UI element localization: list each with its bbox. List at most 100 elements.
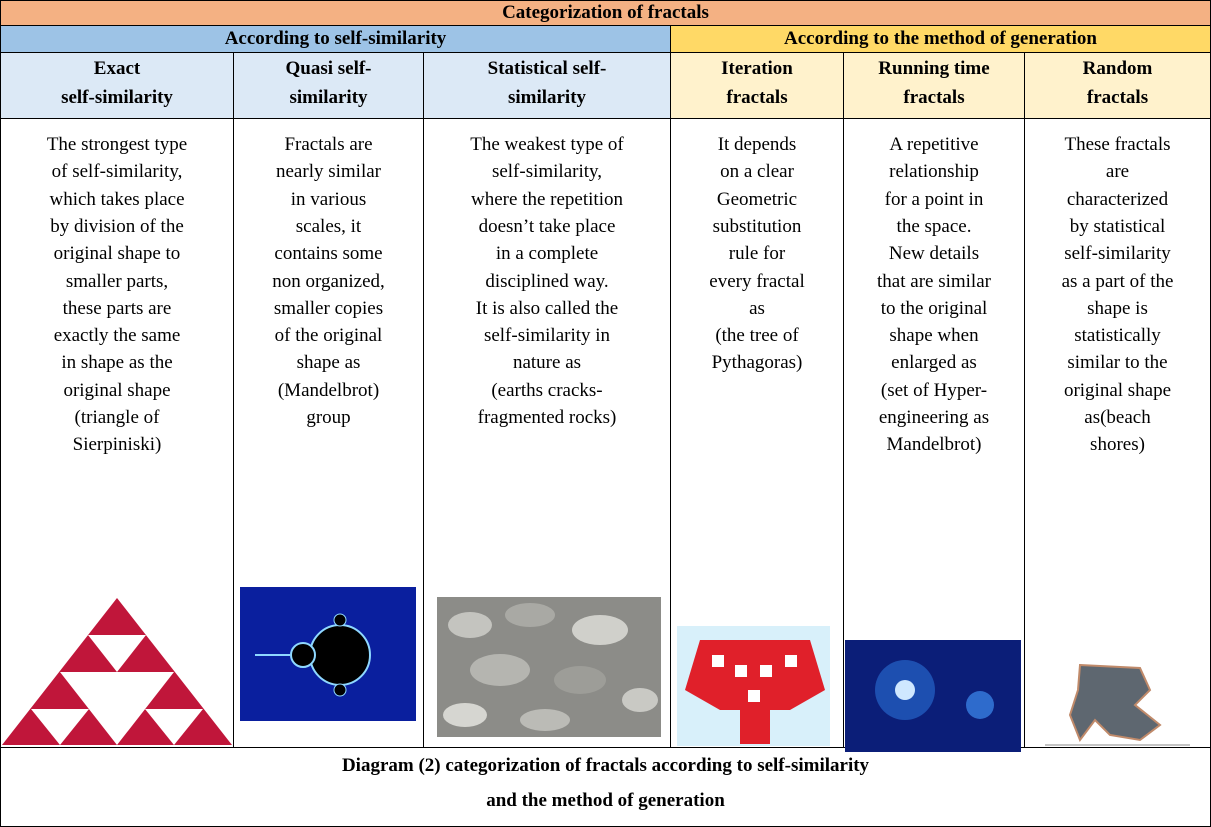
description-line: shape is	[1087, 297, 1148, 319]
description-cell: The weakest type of self-similarity, where…	[423, 118, 671, 748]
description-line: (earths cracks-	[491, 379, 603, 401]
spiral-image	[845, 640, 1021, 752]
group-header: According to the method of generation	[784, 28, 1097, 49]
column-header: self-similarity	[61, 87, 173, 108]
description-line: engineering as	[878, 407, 990, 428]
column-header: Random	[1082, 58, 1153, 79]
description-line: nearly similar	[276, 161, 381, 183]
description-line: These fractals	[1064, 134, 1171, 155]
description-line: shores)	[1090, 434, 1145, 456]
description-line: Fractals are	[284, 134, 373, 155]
description-cell: Fractals are nearly similar in various scal…	[233, 118, 424, 748]
description-line: by division of the	[50, 215, 184, 237]
description-line: It is also called the	[475, 297, 619, 319]
rocks-image	[437, 597, 661, 737]
column-header-cell: Random fractals	[1024, 52, 1211, 119]
description-line: for a point in	[884, 188, 984, 210]
description-line: where the repetition	[471, 188, 623, 210]
description-line: of the original	[274, 325, 383, 347]
column-header: similarity	[289, 87, 368, 108]
column-header: fractals	[1086, 87, 1149, 108]
description-line: enlarged as	[891, 352, 977, 374]
column-header: Iteration	[721, 58, 793, 79]
group-header: According to self-similarity	[224, 28, 447, 49]
description-line: doesn’t take place	[478, 215, 616, 237]
group-cell: According to the method of generation	[670, 25, 1211, 53]
description-line: every fractal	[709, 270, 805, 292]
caption: and the method of generation	[486, 790, 725, 811]
column-header: similarity	[507, 87, 587, 108]
description-line: rule for	[728, 243, 786, 265]
description-line: scales, it	[295, 215, 362, 237]
column-header: fractals	[726, 87, 788, 108]
description-line: smaller parts,	[65, 270, 169, 292]
description-line: (set of Hyper-	[880, 379, 988, 401]
description-line: to the original	[880, 297, 988, 319]
description-line: It depends	[717, 134, 797, 155]
description-line: as(beach	[1084, 407, 1151, 428]
description-line: as a part of the	[1061, 270, 1174, 292]
description-line: relationship	[889, 161, 979, 183]
description-line: (Mandelbrot)	[277, 379, 380, 401]
description-line: are	[1105, 161, 1130, 183]
mandelbrot-image	[240, 587, 416, 721]
sierpinski-image	[2, 598, 232, 745]
column-header: Running time	[878, 58, 990, 79]
description-line: New details	[888, 243, 980, 265]
description-line: self-similarity,	[491, 161, 603, 183]
description-line: exactly the same	[53, 325, 181, 347]
description-line: the space.	[896, 215, 972, 237]
description-line: in shape as the	[61, 352, 173, 374]
description-line: original shape to	[53, 243, 181, 265]
description-line: characterized	[1066, 188, 1169, 210]
description-line: of self-similarity,	[51, 161, 183, 183]
coastline-image	[1045, 663, 1190, 746]
column-header: Statistical self-	[487, 58, 607, 79]
description-line: Sierpiniski)	[72, 434, 162, 456]
title-cell: Categorization of fractals	[0, 0, 1211, 26]
description-line: substitution	[712, 215, 802, 237]
description-line: as	[749, 297, 765, 319]
description-line: self-similarity in	[483, 325, 611, 347]
description-line: original shape	[63, 379, 171, 401]
title: Categorization of fractals	[502, 2, 709, 23]
description-cell: It depends on a clear Geometric substitutio…	[670, 118, 844, 748]
column-header: fractals	[903, 87, 965, 108]
description-line: statistically	[1074, 325, 1161, 347]
description-line: Mandelbrot)	[886, 434, 982, 456]
column-header: Quasi self-	[285, 58, 372, 79]
description-line: Pythagoras)	[711, 352, 803, 374]
description-line: on a clear	[720, 161, 794, 183]
description-line: group	[306, 407, 351, 428]
description-line: shape when	[889, 325, 979, 347]
description-line: which takes place	[49, 188, 185, 210]
description-line: (triangle of	[74, 407, 160, 428]
description-line: by statistical	[1069, 215, 1166, 237]
column-header: Exact	[93, 58, 141, 79]
description-line: disciplined way.	[485, 270, 609, 292]
description-line: similar to the	[1067, 352, 1168, 374]
description-line: that are similar	[877, 270, 991, 292]
column-header-cell: Iteration fractals	[670, 52, 844, 119]
description-line: The weakest type of	[470, 134, 624, 155]
description-line: contains some	[274, 243, 383, 265]
column-header-cell: Running time fractals	[843, 52, 1025, 119]
description-line: in a complete	[495, 243, 599, 265]
description-line: nature as	[512, 352, 582, 374]
description-line: The strongest type	[46, 134, 188, 155]
column-header-cell: Statistical self-similarity	[423, 52, 671, 119]
caption: Diagram (2) categorization of fractals a…	[341, 755, 870, 776]
description-line: these parts are	[62, 297, 172, 319]
description-line: non organized,	[272, 270, 385, 292]
description-line: fragmented rocks)	[477, 407, 617, 428]
description-line: self-similarity	[1064, 243, 1171, 265]
description-line: in various	[290, 188, 367, 210]
description-line: A repetitive	[889, 134, 979, 155]
description-line: (the tree of	[715, 325, 799, 347]
description-line: smaller copies	[273, 297, 384, 319]
description-line: shape as	[296, 352, 361, 374]
pythagoras-tree-image	[677, 626, 830, 746]
description-line: original shape	[1063, 379, 1172, 401]
